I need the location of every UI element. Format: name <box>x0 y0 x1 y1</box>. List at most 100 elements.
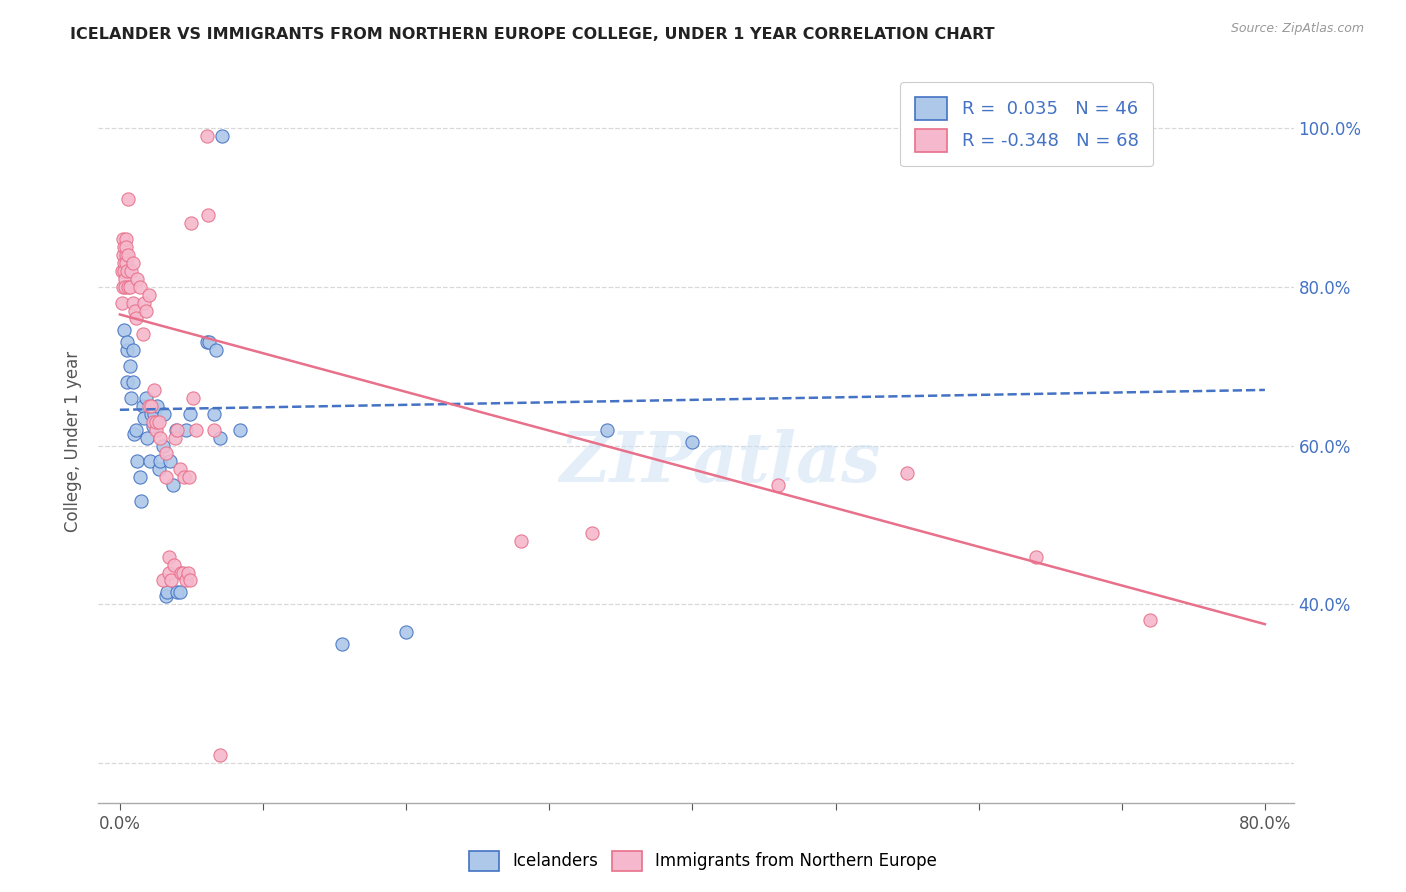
Point <box>159 454 181 468</box>
Point <box>114 232 136 246</box>
Point <box>139 399 162 413</box>
Point <box>155 470 177 484</box>
Point <box>122 426 145 441</box>
Point <box>768 478 790 492</box>
Point <box>120 264 142 278</box>
Point <box>163 431 186 445</box>
Point <box>149 431 172 445</box>
Point <box>1025 549 1047 564</box>
Point <box>1139 613 1161 627</box>
Point <box>166 423 188 437</box>
Point <box>581 525 603 540</box>
Point <box>115 248 138 262</box>
Point <box>681 434 703 449</box>
Point <box>112 232 135 246</box>
Point <box>131 494 153 508</box>
Point <box>136 431 159 445</box>
Point <box>111 295 134 310</box>
Point <box>132 295 155 310</box>
Point <box>509 533 531 548</box>
Point <box>138 287 160 301</box>
Point <box>145 423 167 437</box>
Point <box>896 467 918 481</box>
Point <box>118 359 141 373</box>
Point <box>115 335 138 350</box>
Point <box>184 423 207 437</box>
Point <box>155 590 177 604</box>
Point <box>209 431 232 445</box>
Point <box>160 574 183 588</box>
Point <box>181 391 204 405</box>
Point <box>121 375 143 389</box>
Point <box>177 470 200 484</box>
Point <box>115 264 138 278</box>
Point <box>145 415 167 429</box>
Point <box>330 637 353 651</box>
Point <box>138 399 160 413</box>
Point <box>163 558 186 572</box>
Point <box>395 625 418 640</box>
Point <box>111 264 134 278</box>
Point <box>157 549 180 564</box>
Point <box>149 454 172 468</box>
Point <box>202 407 225 421</box>
Point <box>148 462 170 476</box>
Point <box>157 566 180 580</box>
Point <box>166 585 188 599</box>
Point <box>115 256 138 270</box>
Point <box>172 566 194 580</box>
Point <box>155 446 177 460</box>
Point <box>112 323 135 337</box>
Point <box>195 335 218 350</box>
Point <box>148 415 170 429</box>
Point <box>114 279 136 293</box>
Point <box>169 585 191 599</box>
Point <box>111 248 134 262</box>
Point <box>202 423 225 437</box>
Point <box>124 303 146 318</box>
Point <box>115 240 138 254</box>
Legend: Icelanders, Immigrants from Northern Europe: Icelanders, Immigrants from Northern Eur… <box>461 842 945 880</box>
Point <box>162 478 184 492</box>
Legend: R =  0.035   N = 46, R = -0.348   N = 68: R = 0.035 N = 46, R = -0.348 N = 68 <box>900 82 1153 167</box>
Point <box>152 438 174 452</box>
Point <box>156 585 179 599</box>
Point <box>125 454 148 468</box>
Point <box>174 423 197 437</box>
Point <box>153 407 176 421</box>
Text: Source: ZipAtlas.com: Source: ZipAtlas.com <box>1230 22 1364 36</box>
Point <box>129 470 152 484</box>
Point <box>170 566 193 580</box>
Point <box>114 264 136 278</box>
Y-axis label: College, Under 1 year: College, Under 1 year <box>65 351 83 533</box>
Point <box>204 343 226 358</box>
Point <box>195 128 218 143</box>
Point <box>132 327 155 342</box>
Point <box>174 574 197 588</box>
Point <box>129 279 152 293</box>
Point <box>121 295 143 310</box>
Point <box>143 407 166 421</box>
Point <box>112 279 135 293</box>
Point <box>142 383 165 397</box>
Point <box>179 574 201 588</box>
Point <box>141 407 163 421</box>
Point <box>124 311 146 326</box>
Text: ZIPatlas: ZIPatlas <box>560 429 880 497</box>
Point <box>229 423 252 437</box>
Point <box>120 391 142 405</box>
Point <box>152 574 174 588</box>
Point <box>197 335 219 350</box>
Point <box>173 470 195 484</box>
Point <box>125 272 148 286</box>
Point <box>112 256 135 270</box>
Point <box>139 454 162 468</box>
Point <box>179 407 201 421</box>
Point <box>112 240 135 254</box>
Point <box>142 415 165 429</box>
Point <box>165 423 187 437</box>
Point <box>118 279 141 293</box>
Point <box>169 462 191 476</box>
Point <box>142 418 165 433</box>
Point <box>135 303 157 318</box>
